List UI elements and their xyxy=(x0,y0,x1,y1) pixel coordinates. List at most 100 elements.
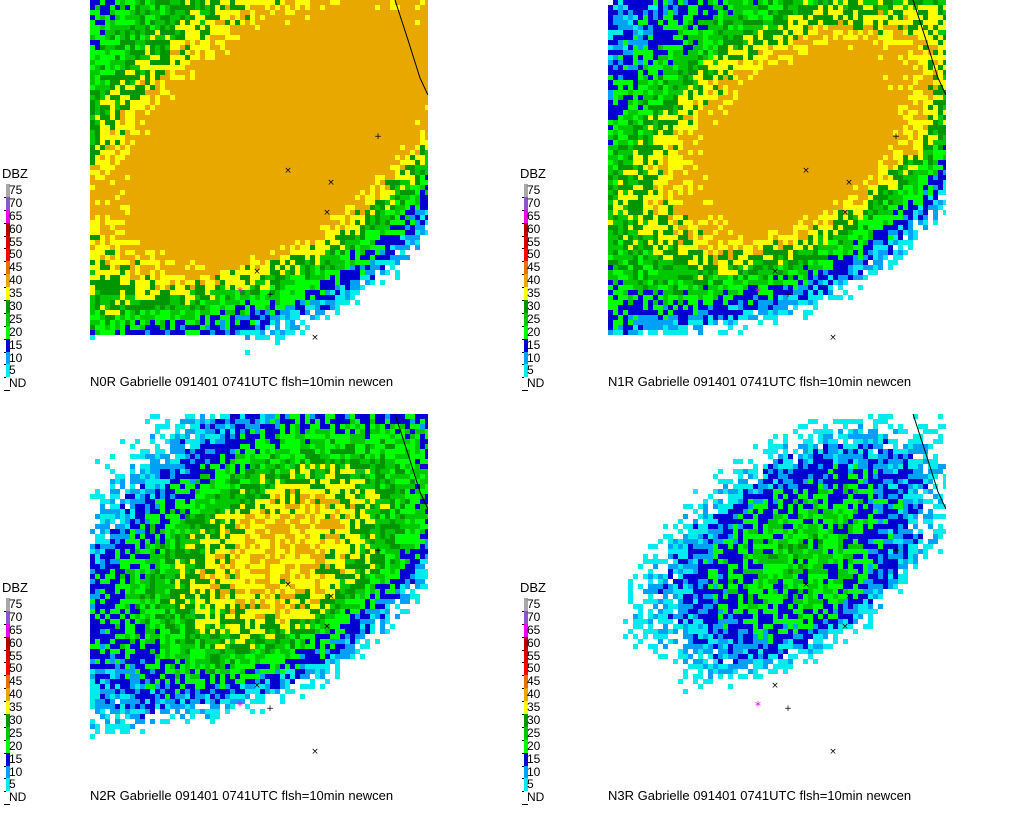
legend-swatch xyxy=(6,675,10,689)
legend-label: 70 xyxy=(9,609,23,624)
legend-label: 10 xyxy=(9,764,23,779)
legend-label: 15 xyxy=(9,337,23,352)
storm-center-marker: * xyxy=(237,699,243,713)
legend-swatch xyxy=(6,338,10,352)
station-marker: × xyxy=(841,622,849,632)
legend-label: 50 xyxy=(9,247,23,262)
legend-swatch xyxy=(524,675,528,689)
station-marker: × xyxy=(845,592,853,602)
legend-swatch xyxy=(524,636,528,650)
reflectivity-field xyxy=(608,0,946,335)
station-marker: + xyxy=(374,546,382,556)
legend-label: ND xyxy=(9,790,27,805)
legend-label: 10 xyxy=(527,350,541,365)
station-marker: + xyxy=(892,546,900,556)
legend-swatch xyxy=(6,248,10,262)
legend-swatch xyxy=(524,261,528,275)
legend-swatch xyxy=(6,325,10,339)
legend-label: 40 xyxy=(527,273,541,288)
legend-swatch xyxy=(524,739,528,753)
legend-label: 20 xyxy=(9,738,23,753)
legend-title: DBZ xyxy=(2,166,28,181)
legend-swatch xyxy=(6,610,10,624)
station-marker: × xyxy=(284,166,292,176)
legend-label: 25 xyxy=(527,311,541,326)
radar-panel-n3r: × × × × + × + * DBZ 75 70 65 60 55 50 45 40 35 30 25 20 15 1… xyxy=(518,414,1036,828)
legend-swatch xyxy=(6,636,10,650)
station-marker: × xyxy=(323,622,331,632)
legend-label: 45 xyxy=(527,674,541,689)
legend-swatch xyxy=(524,184,528,197)
legend-label: 20 xyxy=(9,324,23,339)
legend-swatch xyxy=(524,752,528,766)
legend-label: 5 xyxy=(527,363,534,378)
boundary-line xyxy=(394,0,428,96)
legend-label: 35 xyxy=(9,286,23,301)
legend-swatch xyxy=(6,222,10,236)
legend-label: 35 xyxy=(527,286,541,301)
legend-swatch xyxy=(524,325,528,339)
legend-swatch xyxy=(6,209,10,223)
radar-map: × × × × + × + * xyxy=(608,0,946,375)
legend-label: 70 xyxy=(527,195,541,210)
panel-caption: N0R Gabrielle 091401 0741UTC flsh=10min … xyxy=(90,374,394,389)
legend-swatch xyxy=(524,726,528,740)
legend-label: 5 xyxy=(527,777,534,792)
legend-swatch xyxy=(524,351,528,365)
legend-label: 30 xyxy=(9,713,23,728)
station-marker: + xyxy=(266,704,274,714)
station-marker: × xyxy=(829,333,837,343)
legend-label: 55 xyxy=(9,234,23,249)
legend-swatch xyxy=(6,312,10,326)
station-marker: × xyxy=(829,747,837,757)
legend-label: 30 xyxy=(9,299,23,314)
station-marker: × xyxy=(284,580,292,590)
legend-label: 65 xyxy=(527,622,541,637)
legend-swatch xyxy=(6,300,10,313)
legend-label: 10 xyxy=(527,764,541,779)
station-marker: × xyxy=(327,178,335,188)
station-marker: × xyxy=(841,208,849,218)
station-marker: × xyxy=(771,681,779,691)
legend-swatch xyxy=(524,274,528,288)
legend-label: 15 xyxy=(527,751,541,766)
legend-swatch xyxy=(6,184,10,197)
legend-label: 35 xyxy=(9,700,23,715)
legend-title: DBZ xyxy=(520,580,546,595)
legend-swatch xyxy=(6,778,10,792)
legend-label: 75 xyxy=(527,183,541,197)
radar-map: × × × × + × + * xyxy=(608,414,946,789)
legend-label: 50 xyxy=(9,661,23,676)
station-marker: + xyxy=(266,290,274,300)
legend-label: 45 xyxy=(527,260,541,275)
panel-caption: N1R Gabrielle 091401 0741UTC flsh=10min … xyxy=(608,374,912,389)
legend-swatch xyxy=(524,300,528,313)
legend-swatch xyxy=(6,649,10,663)
legend-label: 45 xyxy=(9,260,23,275)
legend-label: 75 xyxy=(9,597,23,611)
station-marker: + xyxy=(374,132,382,142)
legend-swatch xyxy=(6,351,10,365)
storm-center-marker: * xyxy=(755,699,761,713)
reflectivity-field xyxy=(90,0,428,355)
legend-swatch xyxy=(6,791,10,805)
station-marker: + xyxy=(892,132,900,142)
legend-swatch xyxy=(524,623,528,637)
legend-swatch xyxy=(6,235,10,249)
legend-swatch xyxy=(524,222,528,236)
legend-swatch xyxy=(524,778,528,792)
legend-swatch xyxy=(524,338,528,352)
legend-label: ND xyxy=(527,376,545,391)
legend-swatch xyxy=(524,662,528,676)
legend-label: 65 xyxy=(9,208,23,223)
station-marker: × xyxy=(311,747,319,757)
legend-label: 35 xyxy=(527,700,541,715)
station-marker: × xyxy=(253,681,261,691)
legend-swatch xyxy=(524,610,528,624)
legend-swatch xyxy=(6,688,10,702)
station-marker: × xyxy=(802,166,810,176)
legend-label: 75 xyxy=(9,183,23,197)
legend-label: 60 xyxy=(9,635,23,650)
legend-swatch xyxy=(6,287,10,301)
station-marker: × xyxy=(771,267,779,277)
